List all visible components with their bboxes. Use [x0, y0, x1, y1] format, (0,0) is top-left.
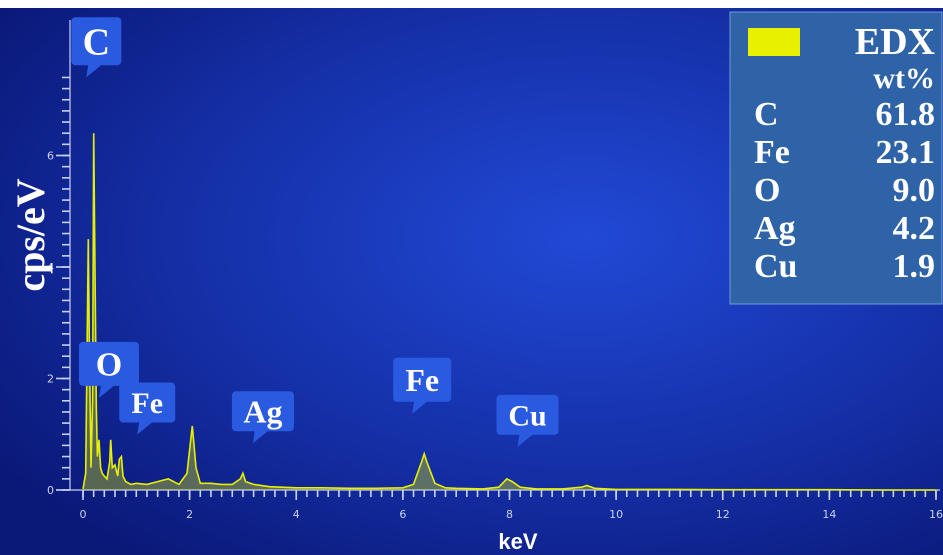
- peak-label-pointer: [412, 400, 429, 414]
- peak-label-cu: Cu: [496, 394, 559, 447]
- legend-element: Fe: [754, 134, 790, 171]
- legend-element: Ag: [754, 210, 796, 247]
- y-tick-labels: 0 2 4 6: [47, 150, 70, 497]
- peak-label-box: [393, 357, 452, 402]
- legend-row: Fe 23.1: [754, 134, 935, 171]
- x-tick-label: 16: [929, 508, 943, 521]
- axes: 0 2 4 6 8 10 12 14 16 0 2 4 6: [47, 20, 943, 521]
- x-tick-label: 14: [822, 508, 836, 521]
- legend-wt-value: 9.0: [893, 172, 936, 209]
- x-tick-labels: 0 2 4 6 8 10 12 14 16: [80, 490, 943, 521]
- legend-row: Cu 1.9: [754, 248, 935, 285]
- spectrum-line: [82, 133, 936, 491]
- legend-element: C: [754, 96, 779, 133]
- legend-unit: wt%: [873, 62, 935, 95]
- peak-label-text: Ag: [243, 393, 282, 429]
- x-tick-label: 12: [716, 508, 730, 521]
- legend-wt-value: 1.9: [893, 248, 936, 285]
- peak-label-text: O: [96, 347, 122, 384]
- peak-label-ag: Ag: [231, 391, 294, 444]
- legend-swatch: [748, 28, 800, 56]
- legend-element: Cu: [754, 248, 797, 285]
- peak-label-pointer: [86, 64, 103, 78]
- peak-label-pointer: [252, 430, 269, 444]
- peak-label-box: [78, 341, 139, 386]
- peak-label-pointer: [137, 421, 154, 435]
- x-tick-label: 2: [186, 508, 193, 521]
- peak-label-box: [119, 382, 176, 423]
- peak-label-o: O: [78, 341, 139, 398]
- peak-label-fe: Fe: [393, 357, 452, 414]
- x-tick-label: 0: [80, 508, 87, 521]
- minor-ticks: [62, 76, 937, 497]
- x-tick-label: 10: [609, 508, 623, 521]
- y-tick-label: 6: [47, 150, 54, 163]
- x-axis-label: keV: [498, 529, 537, 554]
- legend-element: O: [754, 172, 780, 209]
- peak-label-fe: Fe: [119, 382, 176, 435]
- legend-background: [729, 11, 943, 305]
- x-tick-label: 6: [399, 508, 406, 521]
- legend-wt-value: 4.2: [893, 210, 936, 247]
- peak-label-c: C: [71, 17, 122, 78]
- peak-label-box: [71, 17, 122, 66]
- peak-label-text: Fe: [131, 387, 163, 420]
- legend-wt-value: 23.1: [876, 134, 936, 171]
- legend-rows: C 61.8 Fe 23.1 O 9.0 Ag 4.2 Cu 1.9: [754, 96, 935, 285]
- peak-label-box: [231, 391, 294, 432]
- legend-box: EDX wt% C 61.8 Fe 23.1 O 9.0 Ag 4.2 Cu 1.9: [729, 11, 943, 305]
- peak-label-box: [496, 394, 559, 435]
- legend-row: C 61.8: [754, 96, 935, 133]
- legend-row: Ag 4.2: [754, 210, 935, 247]
- peak-label-pointer: [98, 384, 115, 398]
- legend-wt-value: 61.8: [876, 96, 936, 133]
- peak-label-text: C: [83, 22, 110, 64]
- y-axis-label: cps/eV: [8, 178, 53, 291]
- y-tick-label: 2: [47, 373, 54, 386]
- legend-row: O 9.0: [754, 172, 935, 209]
- peak-labels: C O Fe Ag Fe Cu: [71, 17, 559, 447]
- peak-label-text: Fe: [405, 362, 439, 398]
- peak-label-pointer: [517, 433, 534, 447]
- x-tick-label: 8: [506, 508, 513, 521]
- legend-title: EDX: [855, 21, 935, 63]
- peak-label-text: Cu: [508, 399, 546, 432]
- y-tick-label: 0: [47, 484, 54, 497]
- y-tick-label: 4: [47, 261, 54, 274]
- x-tick-label: 4: [293, 508, 300, 521]
